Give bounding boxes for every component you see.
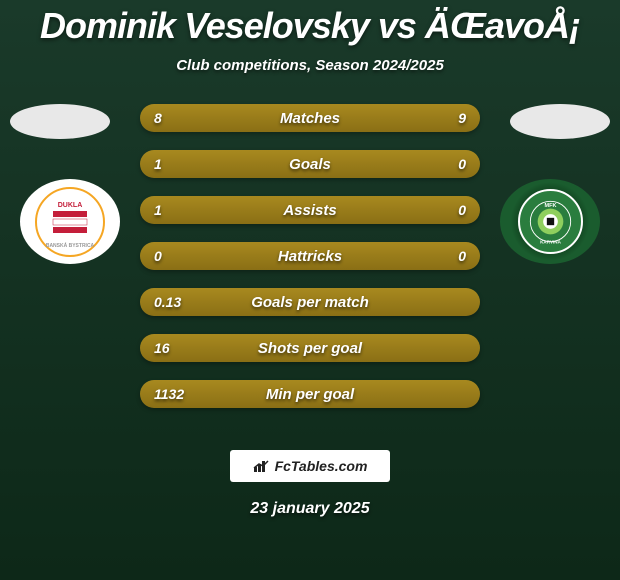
stat-left-value: 0.13 [154, 294, 181, 310]
stat-label: Shots per goal [140, 340, 480, 357]
stat-label: Hattricks [140, 248, 480, 265]
stat-label: Goals [140, 156, 480, 173]
svg-text:MFK: MFK [544, 203, 556, 209]
stat-right-value: 9 [458, 110, 466, 126]
svg-text:KARVINÁ: KARVINÁ [540, 239, 561, 245]
page-title: Dominik Veselovsky vs ÄŒavoÅ¡ [0, 5, 620, 47]
club-badge-left: DUKLA BANSKÁ BYSTRICA [20, 179, 120, 264]
player-avatar-right [510, 104, 610, 139]
club-badge-right: MFK KARVINÁ [500, 179, 600, 264]
dukla-badge-icon: DUKLA BANSKÁ BYSTRICA [35, 187, 105, 257]
karvina-badge-icon: MFK KARVINÁ [523, 194, 578, 249]
svg-text:BANSKÁ BYSTRICA: BANSKÁ BYSTRICA [46, 242, 95, 249]
stat-row-min-per-goal: 1132 Min per goal [140, 380, 480, 408]
stat-row-assists: 1 Assists 0 [140, 196, 480, 224]
stat-label: Goals per match [140, 294, 480, 311]
brand-text: FcTables.com [275, 458, 368, 474]
stat-right-value: 0 [458, 202, 466, 218]
brand-logo: FcTables.com [230, 450, 390, 482]
player-avatar-left [10, 104, 110, 139]
stat-left-value: 8 [154, 110, 162, 126]
stat-right-value: 0 [458, 248, 466, 264]
stat-row-goals-per-match: 0.13 Goals per match [140, 288, 480, 316]
svg-text:DUKLA: DUKLA [58, 202, 83, 209]
stat-label: Min per goal [140, 386, 480, 403]
comparison-content: DUKLA BANSKÁ BYSTRICA MFK KARVINÁ 8 Matc… [0, 104, 620, 454]
stat-label: Assists [140, 202, 480, 219]
stat-right-value: 0 [458, 156, 466, 172]
stats-list: 8 Matches 9 1 Goals 0 1 Assists 0 0 Hatt… [140, 104, 480, 426]
date-text: 23 january 2025 [0, 500, 620, 518]
stat-left-value: 16 [154, 340, 170, 356]
stat-left-value: 0 [154, 248, 162, 264]
stat-label: Matches [140, 110, 480, 127]
stat-left-value: 1 [154, 156, 162, 172]
page-subtitle: Club competitions, Season 2024/2025 [0, 57, 620, 74]
stat-row-hattricks: 0 Hattricks 0 [140, 242, 480, 270]
stat-row-shots-per-goal: 16 Shots per goal [140, 334, 480, 362]
stat-row-matches: 8 Matches 9 [140, 104, 480, 132]
stat-left-value: 1132 [154, 386, 184, 402]
stat-left-value: 1 [154, 202, 162, 218]
stat-row-goals: 1 Goals 0 [140, 150, 480, 178]
chart-icon [253, 459, 271, 473]
